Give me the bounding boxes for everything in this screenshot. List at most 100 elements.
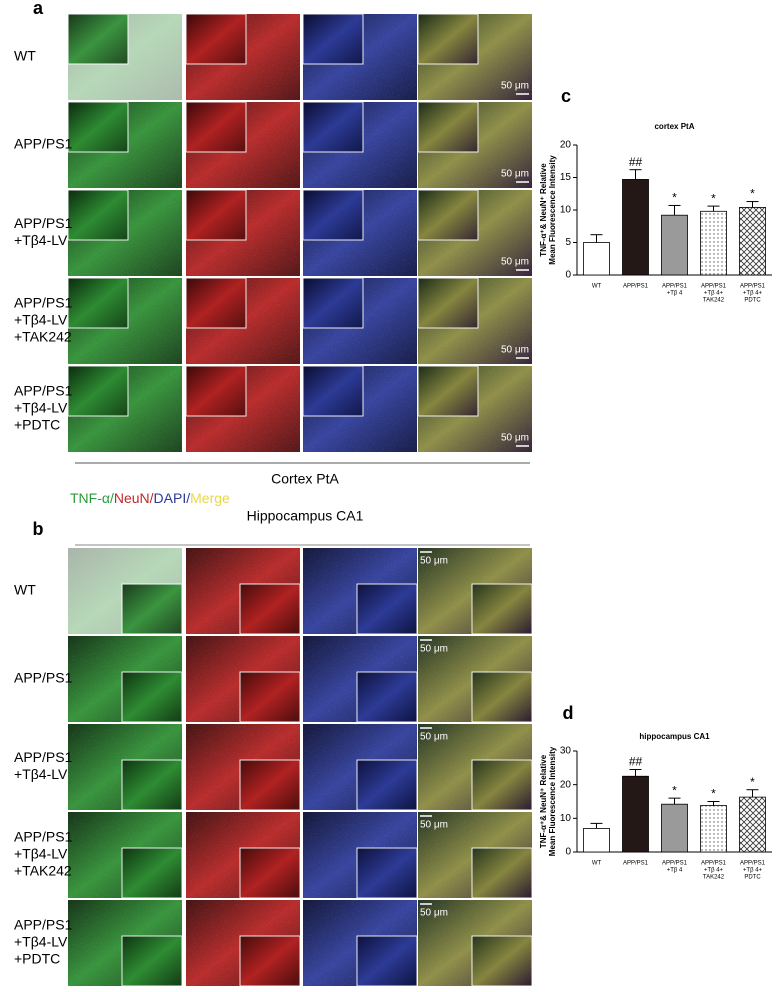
scale-bar-label: 50 μm xyxy=(501,345,529,356)
inset xyxy=(302,13,364,65)
panel-label: a xyxy=(33,0,44,18)
legend-entry: TNF-α/ xyxy=(70,490,114,506)
section-title: Hippocampus CA1 xyxy=(247,508,364,524)
inset xyxy=(67,277,129,329)
x-tick-label: APP/PS1 xyxy=(662,284,688,290)
bar xyxy=(700,805,727,853)
bar xyxy=(622,179,649,276)
y-tick-label: 20 xyxy=(560,779,572,790)
row-label: +Tβ4-LV xyxy=(14,934,68,950)
y-tick-label: 30 xyxy=(560,746,572,757)
inset xyxy=(302,189,364,241)
inset xyxy=(239,935,301,987)
inset xyxy=(185,277,247,329)
caption: Cortex PtA xyxy=(271,471,339,487)
scale-bar-label: 50 μm xyxy=(501,81,529,92)
significance-mark: * xyxy=(711,191,716,205)
panel-label: d xyxy=(563,703,574,723)
bar xyxy=(700,210,727,276)
inset xyxy=(417,189,479,241)
inset xyxy=(239,583,301,635)
inset xyxy=(356,935,418,987)
inset xyxy=(471,935,533,987)
y-tick-label: 20 xyxy=(560,140,572,151)
scale-bar-label: 50 μm xyxy=(501,257,529,268)
row-label: APP/PS1 xyxy=(14,215,73,231)
y-tick-label: 10 xyxy=(560,813,572,824)
bar xyxy=(622,775,649,853)
inset xyxy=(417,277,479,329)
x-tick-label: APP/PS1 xyxy=(623,861,649,867)
row-label: APP/PS1 xyxy=(14,295,73,311)
x-tick-label: PDTC xyxy=(744,875,761,881)
y-tick-label: 10 xyxy=(560,205,572,216)
row-label: APP/PS1 xyxy=(14,917,73,933)
legend-entry: DAPI/ xyxy=(154,490,191,506)
channel-legend: TNF-α/NeuN/DAPI/Merge xyxy=(70,490,230,506)
x-tick-label: WT xyxy=(592,284,602,290)
inset xyxy=(121,759,183,811)
scale-bar-label: 50 μm xyxy=(420,820,448,831)
inset xyxy=(417,101,479,153)
inset xyxy=(185,189,247,241)
inset xyxy=(471,583,533,635)
bar xyxy=(661,214,688,276)
x-tick-label: +Tβ 4+ xyxy=(743,868,763,874)
inset xyxy=(239,759,301,811)
x-tick-label: +Tβ 4+ xyxy=(704,291,724,297)
panel-label: b xyxy=(33,519,44,539)
y-axis-label-line: TNF-α⁺& NeuN⁺ Relative xyxy=(539,754,548,848)
inset xyxy=(356,847,418,899)
row-label: +Tβ4-LV xyxy=(14,400,68,416)
row-label: WT xyxy=(14,48,36,64)
y-axis-label-line: Mean Fluorescence Intensity xyxy=(548,746,557,856)
y-axis-label-line: Mean Fluorescence Intensity xyxy=(548,155,557,265)
inset xyxy=(67,13,129,65)
inset xyxy=(356,759,418,811)
row-label: +PDTC xyxy=(14,417,60,433)
scale-bar-label: 50 μm xyxy=(501,433,529,444)
significance-mark: * xyxy=(672,191,677,205)
scale-bar-label: 50 μm xyxy=(420,908,448,919)
y-tick-label: 15 xyxy=(560,172,572,183)
inset xyxy=(302,277,364,329)
scale-bar-label: 50 μm xyxy=(420,556,448,567)
scale-bar-label: 50 μm xyxy=(420,644,448,655)
inset xyxy=(121,583,183,635)
inset xyxy=(356,583,418,635)
chart-title: hippocampus CA1 xyxy=(639,732,710,741)
scale-bar-label: 50 μm xyxy=(420,732,448,743)
inset xyxy=(185,365,247,417)
y-tick-label: 0 xyxy=(565,270,571,281)
scale-bar-label: 50 μm xyxy=(501,169,529,180)
x-tick-label: APP/PS1 xyxy=(623,284,649,290)
chart-title: cortex PtA xyxy=(654,122,694,131)
inset xyxy=(67,101,129,153)
row-label: +Tβ4-LV xyxy=(14,766,68,782)
significance-mark: * xyxy=(672,783,677,797)
y-axis-label: TNF-α⁺& NeuN⁺ RelativeMean Fluorescence … xyxy=(539,746,557,856)
inset xyxy=(185,13,247,65)
x-tick-label: +Tβ 4 xyxy=(667,291,683,297)
inset xyxy=(471,671,533,723)
row-label: +Tβ4-LV xyxy=(14,312,68,328)
significance-mark: ## xyxy=(629,755,643,769)
inset xyxy=(121,935,183,987)
inset xyxy=(417,365,479,417)
legend-entry: Merge xyxy=(190,490,230,506)
bar xyxy=(739,206,766,276)
x-tick-label: TAK242 xyxy=(703,298,725,304)
bar xyxy=(583,828,610,853)
y-tick-label: 0 xyxy=(565,847,571,858)
panel-label: c xyxy=(561,86,571,106)
row-label: +Tβ4-LV xyxy=(14,846,68,862)
inset xyxy=(471,759,533,811)
x-tick-label: APP/PS1 xyxy=(701,861,727,867)
inset xyxy=(302,365,364,417)
significance-mark: ## xyxy=(629,155,643,169)
significance-mark: * xyxy=(750,187,755,201)
row-label: APP/PS1 xyxy=(14,829,73,845)
x-tick-label: +Tβ 4+ xyxy=(704,868,724,874)
inset xyxy=(67,365,129,417)
